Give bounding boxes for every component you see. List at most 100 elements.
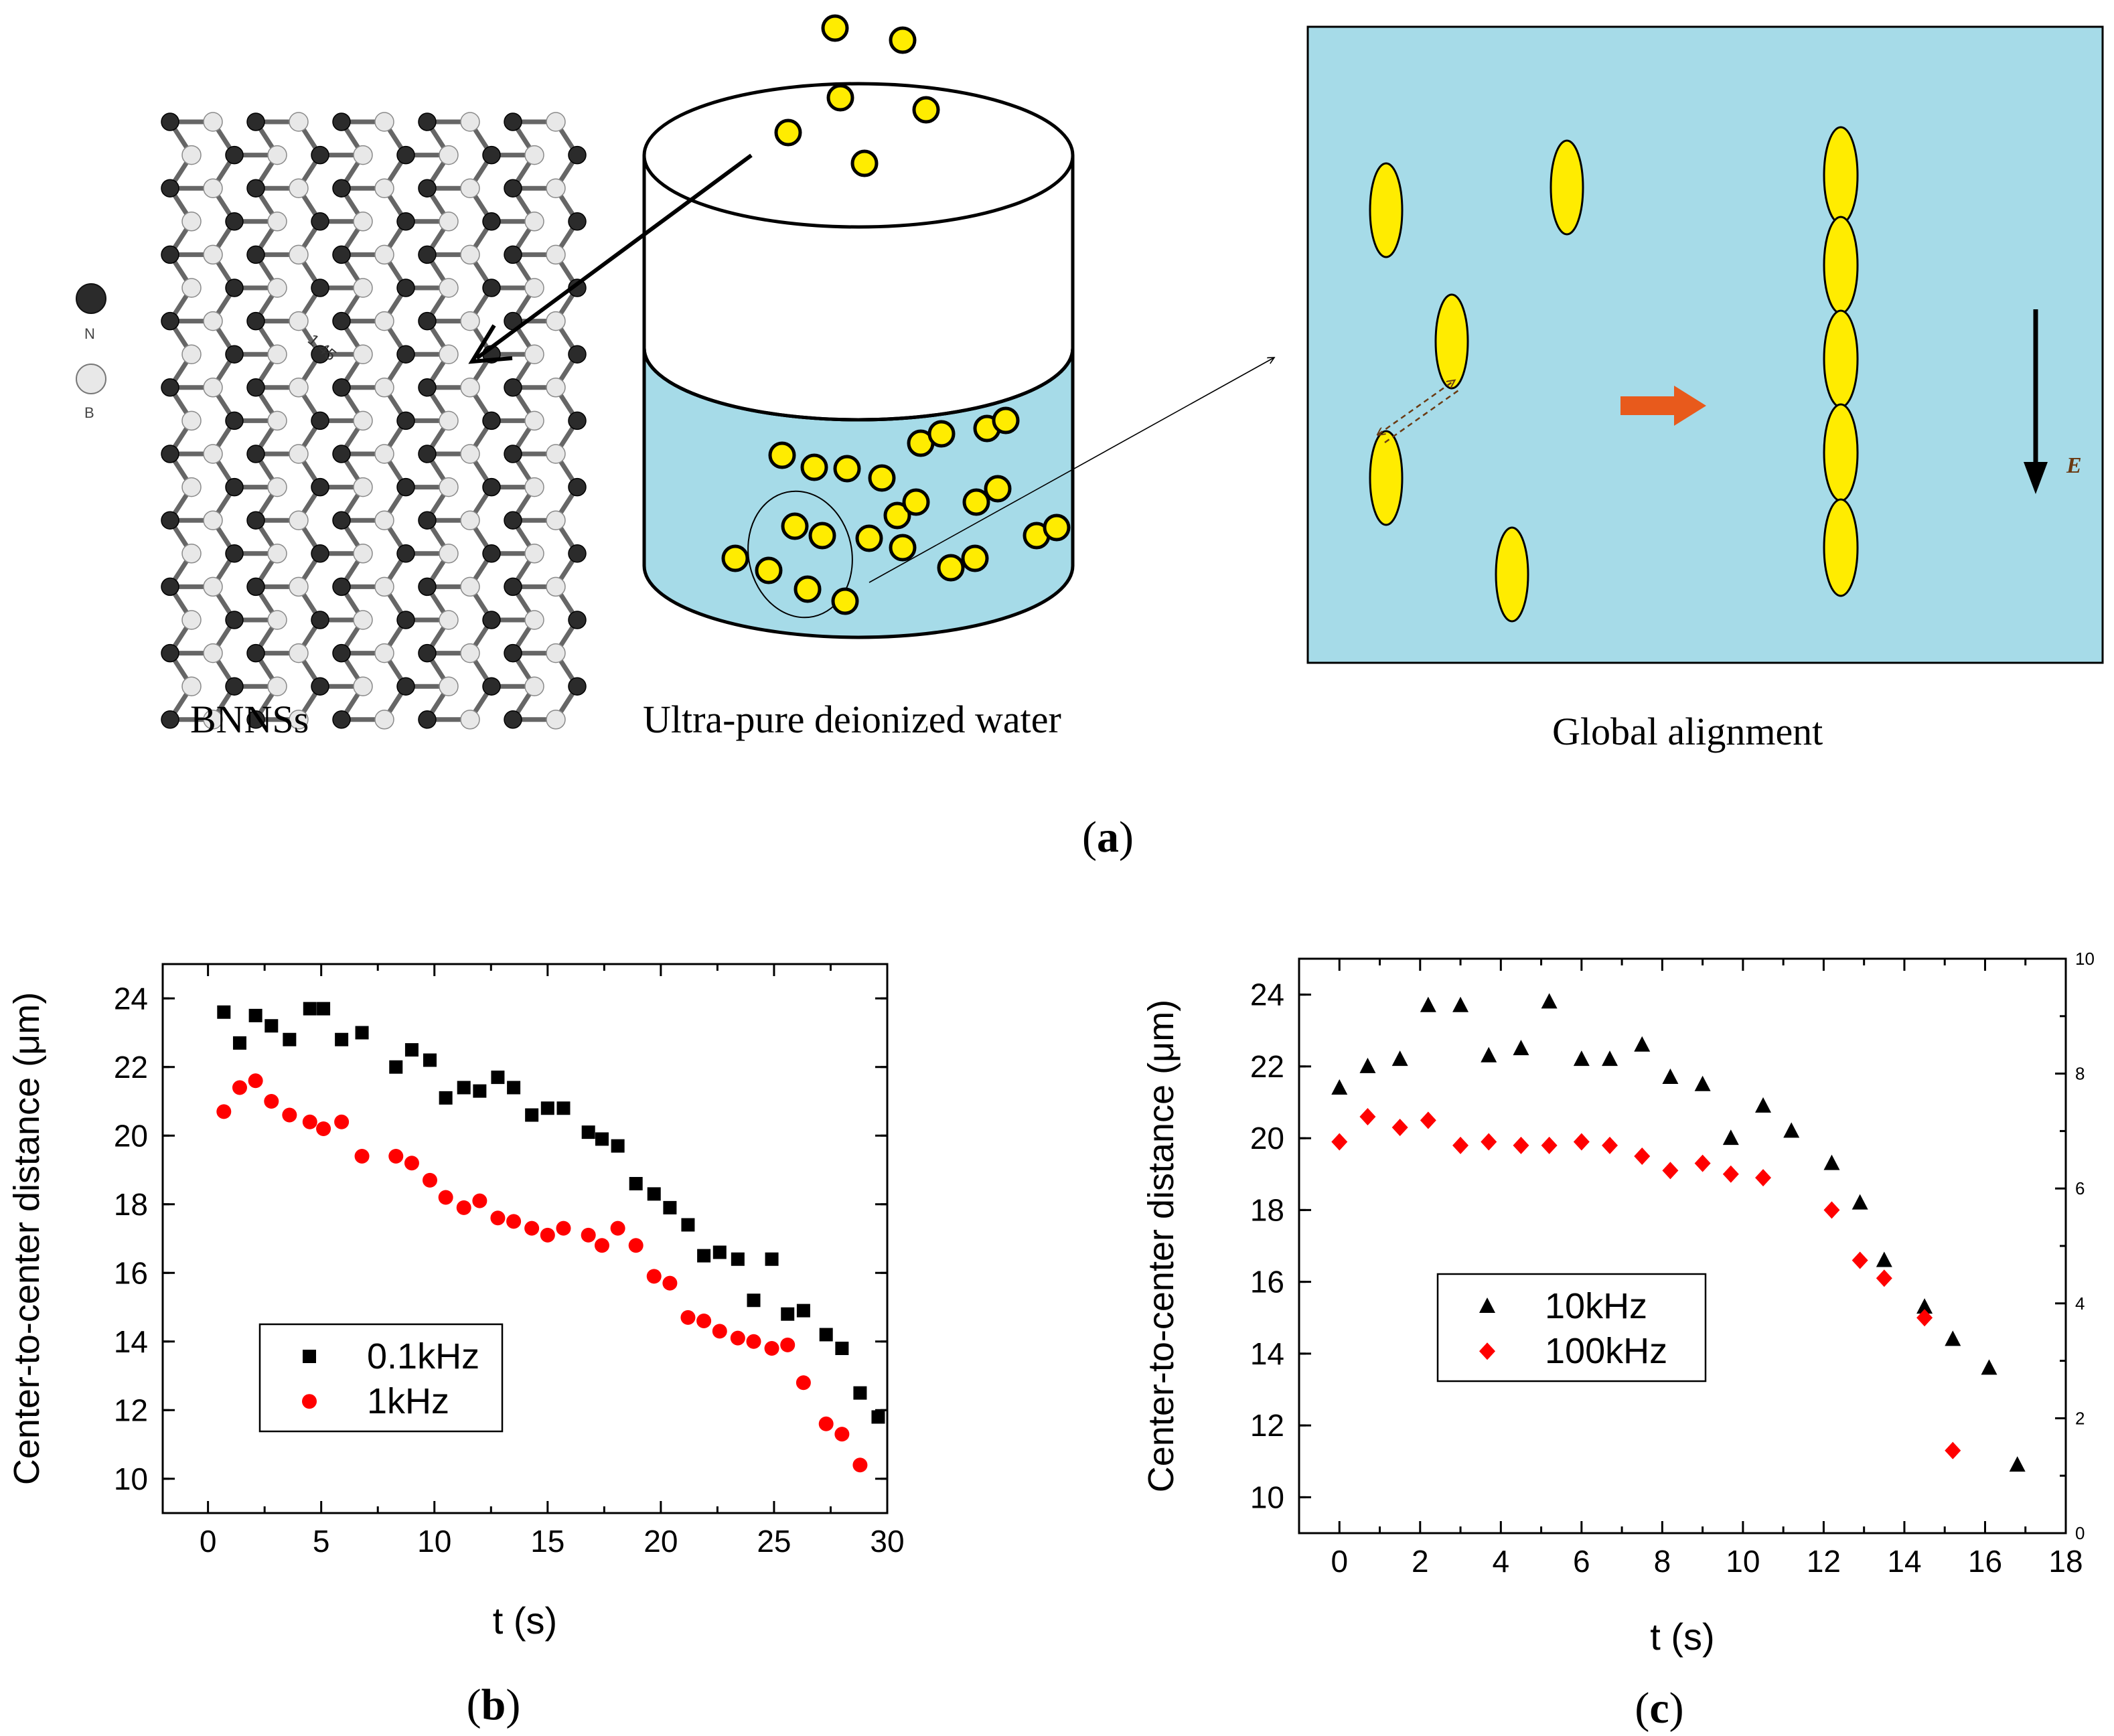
particle (800, 453, 828, 481)
data-point (581, 1227, 596, 1243)
legend: 0.1kHz 1kHz (258, 1323, 504, 1433)
particle (774, 119, 802, 147)
y-axis-title: Center-to-center distance (μm) (7, 992, 47, 1485)
chart-c: 0 2 4 6 8 10 12 14 16 181012141618202224024681010… (1141, 949, 2095, 1733)
boron-atom (460, 244, 480, 265)
chart-b: 0 5 10 15 20 25 30 10 12 14 16 18 20 22 24 0.1kHz 1kHz t … (7, 963, 905, 1729)
boron-atom (524, 344, 544, 364)
series-1kHz (216, 1073, 868, 1473)
data-point (1945, 1441, 1961, 1459)
data-point (1823, 1154, 1840, 1170)
boron-atom (439, 544, 459, 564)
data-point (1452, 996, 1469, 1012)
data-point (731, 1252, 745, 1266)
nitrogen-atom (418, 112, 437, 131)
boron-atom (289, 576, 309, 597)
legend-b-label: B (84, 404, 94, 421)
boron-atom (374, 444, 394, 464)
beaker-particles (721, 14, 1071, 615)
alignment-background (1306, 25, 2104, 664)
data-point (232, 1080, 247, 1095)
nitrogen-atom (311, 411, 329, 430)
boron-atom (524, 544, 544, 564)
data-point (1694, 1075, 1711, 1091)
data-point (303, 1002, 317, 1016)
nitrogen-atom (418, 577, 437, 597)
data-point (404, 1043, 419, 1057)
nitrogen-atom (161, 643, 179, 663)
nitrogen-atom (225, 477, 244, 497)
nitrogen-atom (568, 145, 587, 165)
data-point (1391, 1050, 1408, 1067)
data-point (730, 1330, 745, 1346)
nitrogen-atom (161, 710, 179, 729)
nitrogen-atom (504, 378, 522, 397)
nitrogen-atom (418, 643, 437, 663)
nitrogen-atom (332, 378, 351, 397)
data-point (1755, 1169, 1772, 1187)
particle (755, 556, 783, 584)
boron-atom (460, 378, 480, 398)
x-tick-label: 8 (1654, 1544, 1671, 1579)
nitrogen-atom (568, 212, 587, 231)
boron-atom (267, 212, 287, 232)
data-point (389, 1060, 403, 1074)
bnns-lattice: 1.45 (161, 112, 587, 730)
legend-marker (303, 1350, 316, 1363)
legend-label: 0.1kHz (367, 1336, 479, 1376)
particle (868, 464, 896, 492)
boron-atom (353, 145, 373, 165)
x-tick-label: 4 (1493, 1544, 1510, 1579)
nitrogen-atom (568, 279, 587, 297)
series-0.1kHz (217, 1002, 885, 1424)
y2-tick-label: 2 (2075, 1408, 2085, 1428)
boron-atom (181, 610, 202, 630)
nitrogen-atom (568, 611, 587, 629)
nitrogen-atom (311, 677, 329, 696)
boron-atom (460, 311, 480, 331)
boron-atom (289, 244, 309, 265)
data-point (1391, 1119, 1408, 1137)
nitrogen-atom (418, 710, 437, 729)
data-point (1452, 1136, 1469, 1154)
data-point (1945, 1330, 1961, 1346)
nitrogen-atom (246, 378, 265, 397)
data-point (423, 1053, 437, 1067)
nitrogen-atom (482, 145, 501, 165)
boron-atom (439, 676, 459, 696)
boron-atom (289, 311, 309, 331)
nitrogen-atom (332, 245, 351, 264)
data-point (1662, 1068, 1679, 1084)
boron-atom (181, 344, 202, 364)
boron-atom (524, 676, 544, 696)
nitrogen-atom (396, 611, 415, 629)
data-point (1513, 1136, 1529, 1154)
bnns-platelet (1550, 139, 1584, 236)
nitrogen-atom (482, 477, 501, 497)
nitrogen-atom (504, 445, 522, 463)
nitrogen-atom (225, 544, 244, 563)
nitrogen-atom (311, 611, 329, 629)
boron-atom (181, 410, 202, 431)
particle (794, 575, 822, 603)
boron-atom (374, 244, 394, 265)
boron-atom (203, 378, 223, 398)
aligned-platelet (1823, 309, 1859, 408)
nitrogen-atom (311, 212, 329, 231)
nitrogen-atom-icon (76, 283, 106, 314)
data-point (594, 1238, 609, 1253)
caption-bnns: BNNSs (190, 698, 309, 741)
y-tick-label: 12 (1250, 1408, 1284, 1443)
boron-atom (524, 212, 544, 232)
nitrogen-atom (246, 445, 265, 463)
boron-atom (374, 643, 394, 663)
nitrogen-atom (482, 279, 501, 297)
nitrogen-atom (332, 445, 351, 463)
nitrogen-atom (568, 544, 587, 563)
x-tick-label: 20 (644, 1524, 678, 1559)
y-tick-label: 18 (114, 1187, 148, 1222)
transition-arrow-icon (1620, 386, 1706, 426)
data-point (647, 1187, 661, 1201)
data-point (747, 1293, 761, 1308)
boron-atom (181, 477, 202, 497)
